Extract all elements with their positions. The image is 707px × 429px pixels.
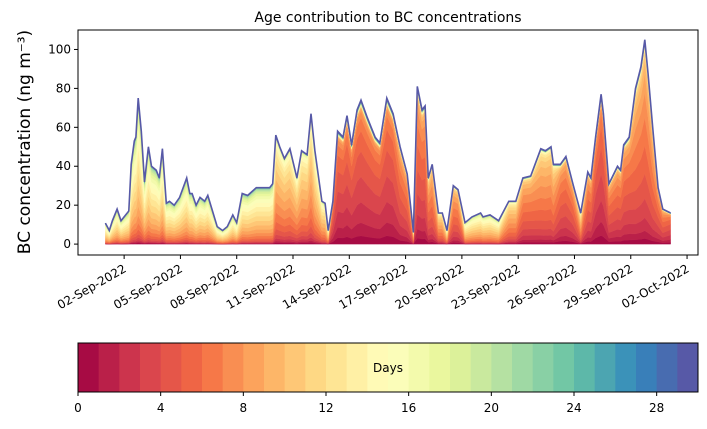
colorbar-bin-7 (222, 343, 244, 392)
colorbar-tick-label: 8 (240, 401, 248, 415)
colorbar-tick-label: 24 (566, 401, 581, 415)
colorbar-bin-12 (326, 343, 348, 392)
colorbar (78, 343, 699, 392)
colorbar-bin-8 (243, 343, 265, 392)
y-axis: 0 20 40 60 80 100 (48, 42, 78, 251)
colorbar-tick-label: 0 (74, 401, 82, 415)
colorbar-bin-14 (367, 343, 389, 392)
y-axis-label: BC concentration (ng m⁻³) (15, 30, 35, 254)
colorbar-bin-6 (202, 343, 224, 392)
x-axis: 02-Sep-202205-Sep-202208-Sep-202211-Sep-… (55, 255, 692, 312)
colorbar-tick-label: 20 (484, 401, 499, 415)
colorbar-bin-11 (305, 343, 327, 392)
colorbar-bin-20 (491, 343, 513, 392)
colorbar-bin-21 (512, 343, 534, 392)
colorbar-bin-0 (78, 343, 100, 392)
colorbar-tick-label: 28 (649, 401, 664, 415)
y-tick-label: 80 (56, 81, 71, 95)
colorbar-bin-2 (119, 343, 141, 392)
y-tick-label: 20 (56, 198, 71, 212)
colorbar-bin-27 (636, 343, 658, 392)
y-tick-label: 40 (56, 159, 71, 173)
colorbar-bin-24 (574, 343, 596, 392)
colorbar-bin-29 (677, 343, 699, 392)
stacked-area-layers (104, 39, 671, 245)
colorbar-bin-22 (532, 343, 554, 392)
colorbar-tick-label: 4 (157, 401, 165, 415)
colorbar-bin-19 (470, 343, 492, 392)
y-tick-label: 100 (48, 42, 71, 56)
chart-title: Age contribution to BC concentrations (254, 10, 521, 26)
plot-frame (77, 29, 699, 256)
y-tick-label: 60 (56, 120, 71, 134)
colorbar-bin-28 (656, 343, 678, 392)
colorbar-bin-10 (284, 343, 306, 392)
colorbar-tick-label: 16 (401, 401, 416, 415)
colorbar-bin-25 (594, 343, 616, 392)
age-layer-29 (104, 39, 671, 233)
colorbar-bin-23 (553, 343, 575, 392)
colorbar-bin-9 (264, 343, 286, 392)
colorbar-frame (77, 342, 699, 393)
colorbar-bin-18 (450, 343, 472, 392)
colorbar-bin-3 (140, 343, 162, 392)
colorbar-tick-label: 12 (318, 401, 333, 415)
colorbar-bin-26 (615, 343, 637, 392)
colorbar-bin-4 (160, 343, 182, 392)
colorbar-bin-13 (346, 343, 368, 392)
colorbar-bin-16 (408, 343, 430, 392)
colorbar-bin-5 (181, 343, 203, 392)
colorbar-label: Days (373, 361, 403, 375)
y-tick-label: 0 (63, 237, 71, 251)
colorbar-bin-17 (429, 343, 451, 392)
colorbar-bin-1 (98, 343, 120, 392)
colorbar-bin-15 (388, 343, 410, 392)
colorbar-axis: 0 4 8 12 16 20 24 28 (74, 392, 664, 415)
